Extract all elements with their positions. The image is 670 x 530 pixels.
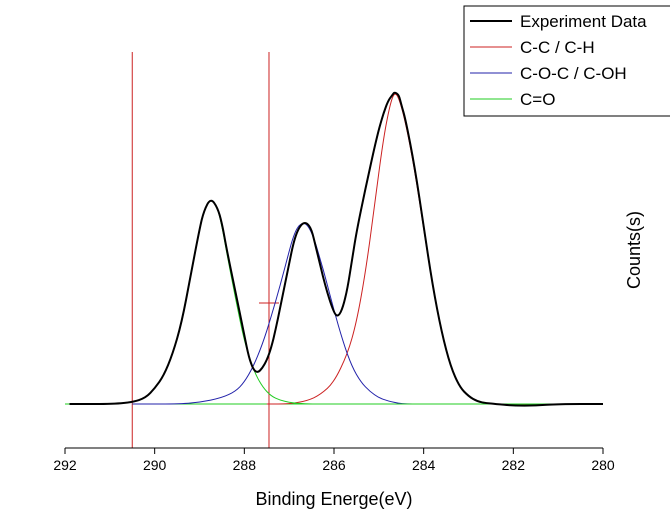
series-line-experiment-data — [69, 91, 603, 407]
y-axis-title: Counts(s) — [624, 211, 644, 289]
legend: Experiment Data C-C / C-H C-O-C / C-OH C=O — [463, 5, 670, 117]
x-axis-title: Binding Energe(eV) — [255, 489, 412, 509]
x-tick-label-282: 282 — [502, 457, 526, 473]
legend-entry-1: Experiment Data — [520, 12, 647, 31]
x-tick-label-292: 292 — [53, 457, 77, 473]
x-tick-label-284: 284 — [412, 457, 436, 473]
x-tick-label-280: 280 — [591, 457, 615, 473]
x-tick-label-290: 290 — [143, 457, 167, 473]
x-axis: 292 290 288 286 284 282 280 — [53, 447, 615, 473]
x-tick-label-288: 288 — [233, 457, 257, 473]
x-tick-label-286: 286 — [322, 457, 346, 473]
legend-entry-4: C=O — [520, 90, 555, 109]
legend-entry-2: C-C / C-H — [520, 38, 595, 57]
legend-entry-3: C-O-C / C-OH — [520, 64, 627, 83]
legend-box — [463, 5, 670, 117]
series-line-c-o — [64, 200, 603, 405]
series-layer — [64, 91, 603, 407]
